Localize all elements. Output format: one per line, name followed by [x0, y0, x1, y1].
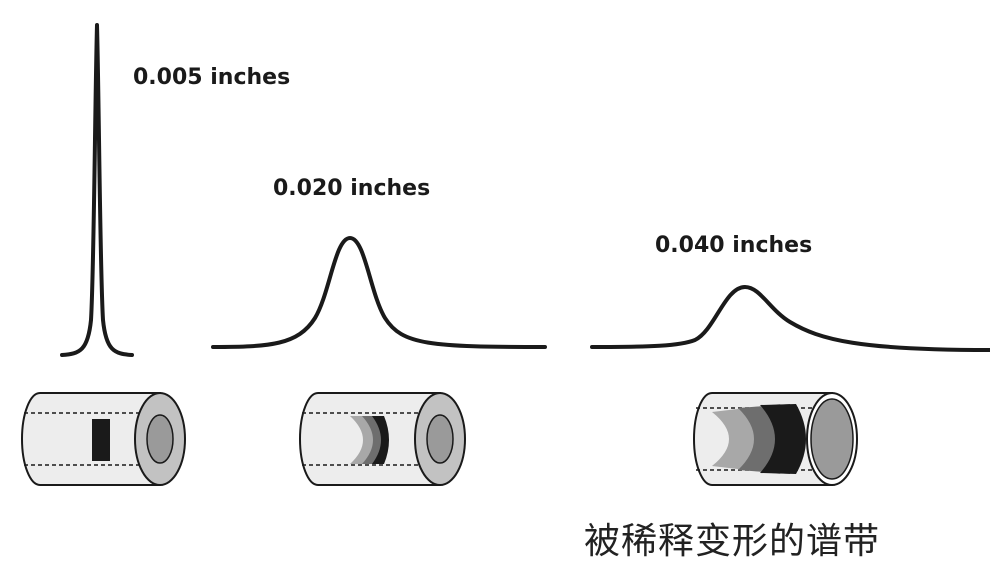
peak-medium-label: 0.020 inches: [273, 176, 430, 201]
peak-broad: 0.040 inches: [590, 233, 990, 352]
peak-broad-label: 0.040 inches: [655, 233, 812, 258]
column-broad-band-dark: [760, 404, 806, 474]
column-medium-bore: [426, 414, 454, 464]
peak-medium-curve: [211, 236, 547, 349]
column-narrow-bore: [146, 414, 174, 464]
column-medium: [299, 392, 466, 486]
column-narrow-band: [92, 419, 110, 461]
diagram-caption: 被稀释变形的谱带: [584, 521, 881, 562]
peak-medium: 0.020 inches: [211, 176, 547, 349]
column-narrow-body: [21, 392, 161, 486]
column-broad: [693, 392, 858, 486]
peak-narrow-label: 0.005 inches: [133, 65, 290, 90]
column-medium-band-dark: [372, 416, 389, 464]
peak-narrow: 0.005 inches: [60, 23, 290, 357]
column-broad-bore: [810, 398, 854, 480]
peak-broad-curve: [590, 285, 990, 352]
column-narrow: [21, 392, 186, 486]
peak-narrow-curve: [60, 23, 134, 357]
